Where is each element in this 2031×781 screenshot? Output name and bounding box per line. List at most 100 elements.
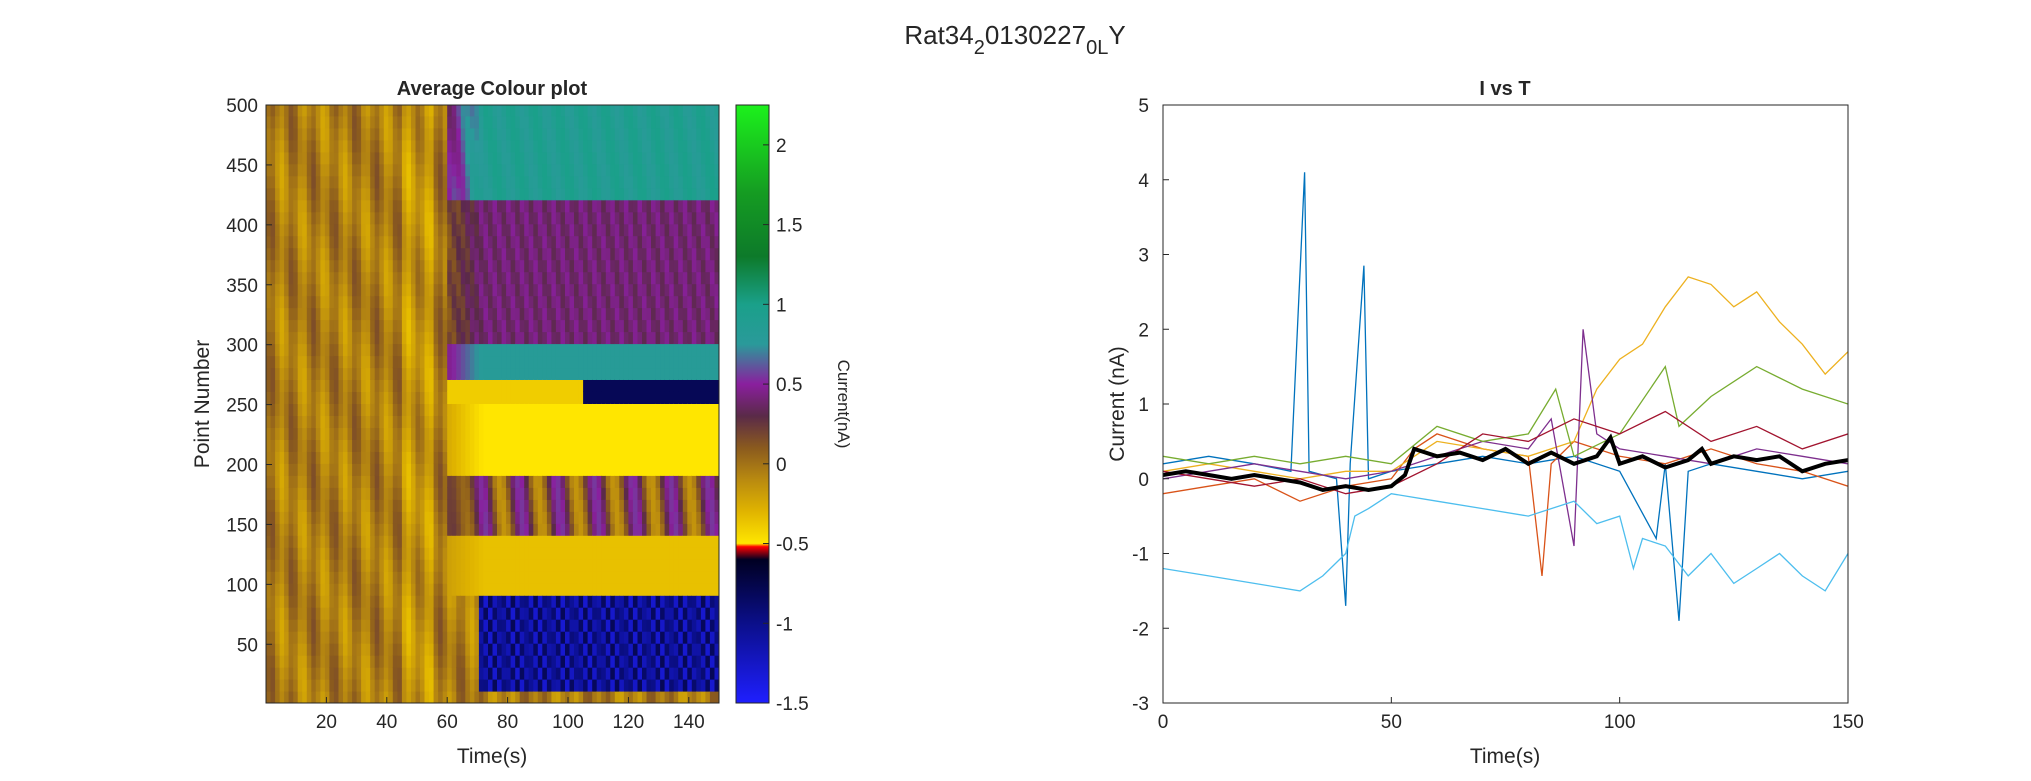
heatmap-cell [401, 367, 407, 380]
heatmap-cell [311, 211, 317, 225]
heatmap-cell [510, 367, 516, 380]
heatmap-cell [646, 331, 652, 345]
heatmap-cell [682, 403, 688, 416]
heatmap-cell [343, 655, 349, 668]
heatmap-cell [678, 619, 684, 632]
heatmap-cell [569, 105, 575, 117]
heatmap-cell [646, 187, 652, 201]
heatmap-cell [560, 115, 566, 129]
heatmap-cell [691, 655, 697, 668]
heatmap-cell [497, 355, 503, 369]
heatmap-cell [465, 105, 471, 117]
heatmap-cell [451, 319, 457, 333]
heatmap-cell [714, 223, 719, 237]
heatmap-cell [528, 667, 534, 680]
heatmap-cell [714, 559, 719, 572]
heatmap-cell [542, 295, 548, 309]
heatmap-cell [700, 691, 706, 703]
heatmap-cell [565, 463, 571, 476]
heatmap-cell [338, 655, 344, 668]
heatmap-cell [469, 163, 475, 177]
heatmap-cell [333, 151, 339, 165]
heatmap-cell [669, 583, 675, 596]
heatmap-cell [447, 403, 453, 416]
heatmap-cell [392, 223, 398, 237]
heatmap-cell [492, 211, 498, 225]
heatmap-cell [329, 415, 335, 428]
heatmap-cell [642, 667, 648, 680]
heatmap-cell [655, 691, 661, 703]
heatmap-cell [560, 379, 566, 392]
heatmap-cell [628, 427, 634, 440]
heatmap-cell [646, 451, 652, 464]
heatmap-cell [651, 499, 657, 512]
heatmap-cell [551, 163, 557, 177]
heatmap-cell [696, 547, 702, 560]
heatmap-cell [592, 235, 598, 249]
heatmap-cell [456, 523, 462, 536]
heatmap-cell [623, 127, 629, 141]
heatmap-cell [601, 583, 607, 596]
heatmap-cell [651, 175, 657, 189]
heatmap-cell [365, 259, 371, 273]
heatmap-cell [574, 415, 580, 428]
heatmap-cell [447, 487, 453, 500]
heatmap-cell [592, 331, 598, 345]
heatmap-cell [628, 499, 634, 512]
heatmap-cell [714, 187, 719, 201]
heatmap-cell [293, 595, 299, 608]
heatmap-cell [293, 643, 299, 656]
heatmap-cell [537, 391, 543, 404]
heatmap-cell [447, 235, 453, 249]
heatmap-cell [565, 643, 571, 656]
heatmap-cell [420, 475, 426, 488]
heatmap-cell [528, 271, 534, 285]
heatmap-cell [569, 235, 575, 249]
heatmap-cell [614, 175, 620, 189]
heatmap-cell [646, 487, 652, 500]
heatmap-cell [501, 535, 507, 548]
heatmap-cell [678, 199, 684, 213]
heatmap-cell [578, 499, 584, 512]
heatmap-cell [365, 451, 371, 464]
heatmap-cell [374, 655, 380, 668]
heatmap-cell [365, 595, 371, 608]
heatmap-cell [460, 415, 466, 428]
heatmap-cell [519, 295, 525, 309]
heatmap-cell [592, 187, 598, 201]
heatmap-cell [284, 127, 290, 141]
heatmap-cell [569, 643, 575, 656]
heatmap-cell [510, 559, 516, 572]
heatmap-cell [293, 319, 299, 333]
heatmap-cell [506, 379, 512, 392]
heatmap-cell [451, 367, 457, 380]
heatmap-cell [438, 487, 444, 500]
heatmap-cell [361, 235, 367, 249]
heatmap-cell [696, 343, 702, 357]
heatmap-cell [275, 559, 281, 572]
heatmap-cell [347, 691, 353, 703]
heatmap-cell [533, 367, 539, 380]
heatmap-cell [628, 211, 634, 225]
heatmap-cell [646, 105, 652, 117]
heatmap-cell [474, 691, 480, 703]
heatmap-cell [569, 367, 575, 380]
heatmap-cell [288, 307, 294, 321]
heatmap-cell [456, 283, 462, 297]
heatmap-cell [361, 379, 367, 392]
heatmap-cell [596, 367, 602, 380]
heatmap-cell [438, 223, 444, 237]
heatmap-cell [324, 115, 330, 129]
heatmap-cell [574, 595, 580, 608]
heatmap-cell [456, 223, 462, 237]
heatmap-cell [447, 415, 453, 428]
heatmap-cell [451, 391, 457, 404]
heatmap-cell [705, 163, 711, 177]
heatmap-cell [442, 679, 448, 692]
heatmap-cell [347, 235, 353, 249]
heatmap-cell [488, 439, 494, 452]
heatmap-cell [569, 223, 575, 237]
heatmap-cell [284, 607, 290, 620]
heatmap-cell [682, 247, 688, 261]
heatmap-cell [347, 295, 353, 309]
